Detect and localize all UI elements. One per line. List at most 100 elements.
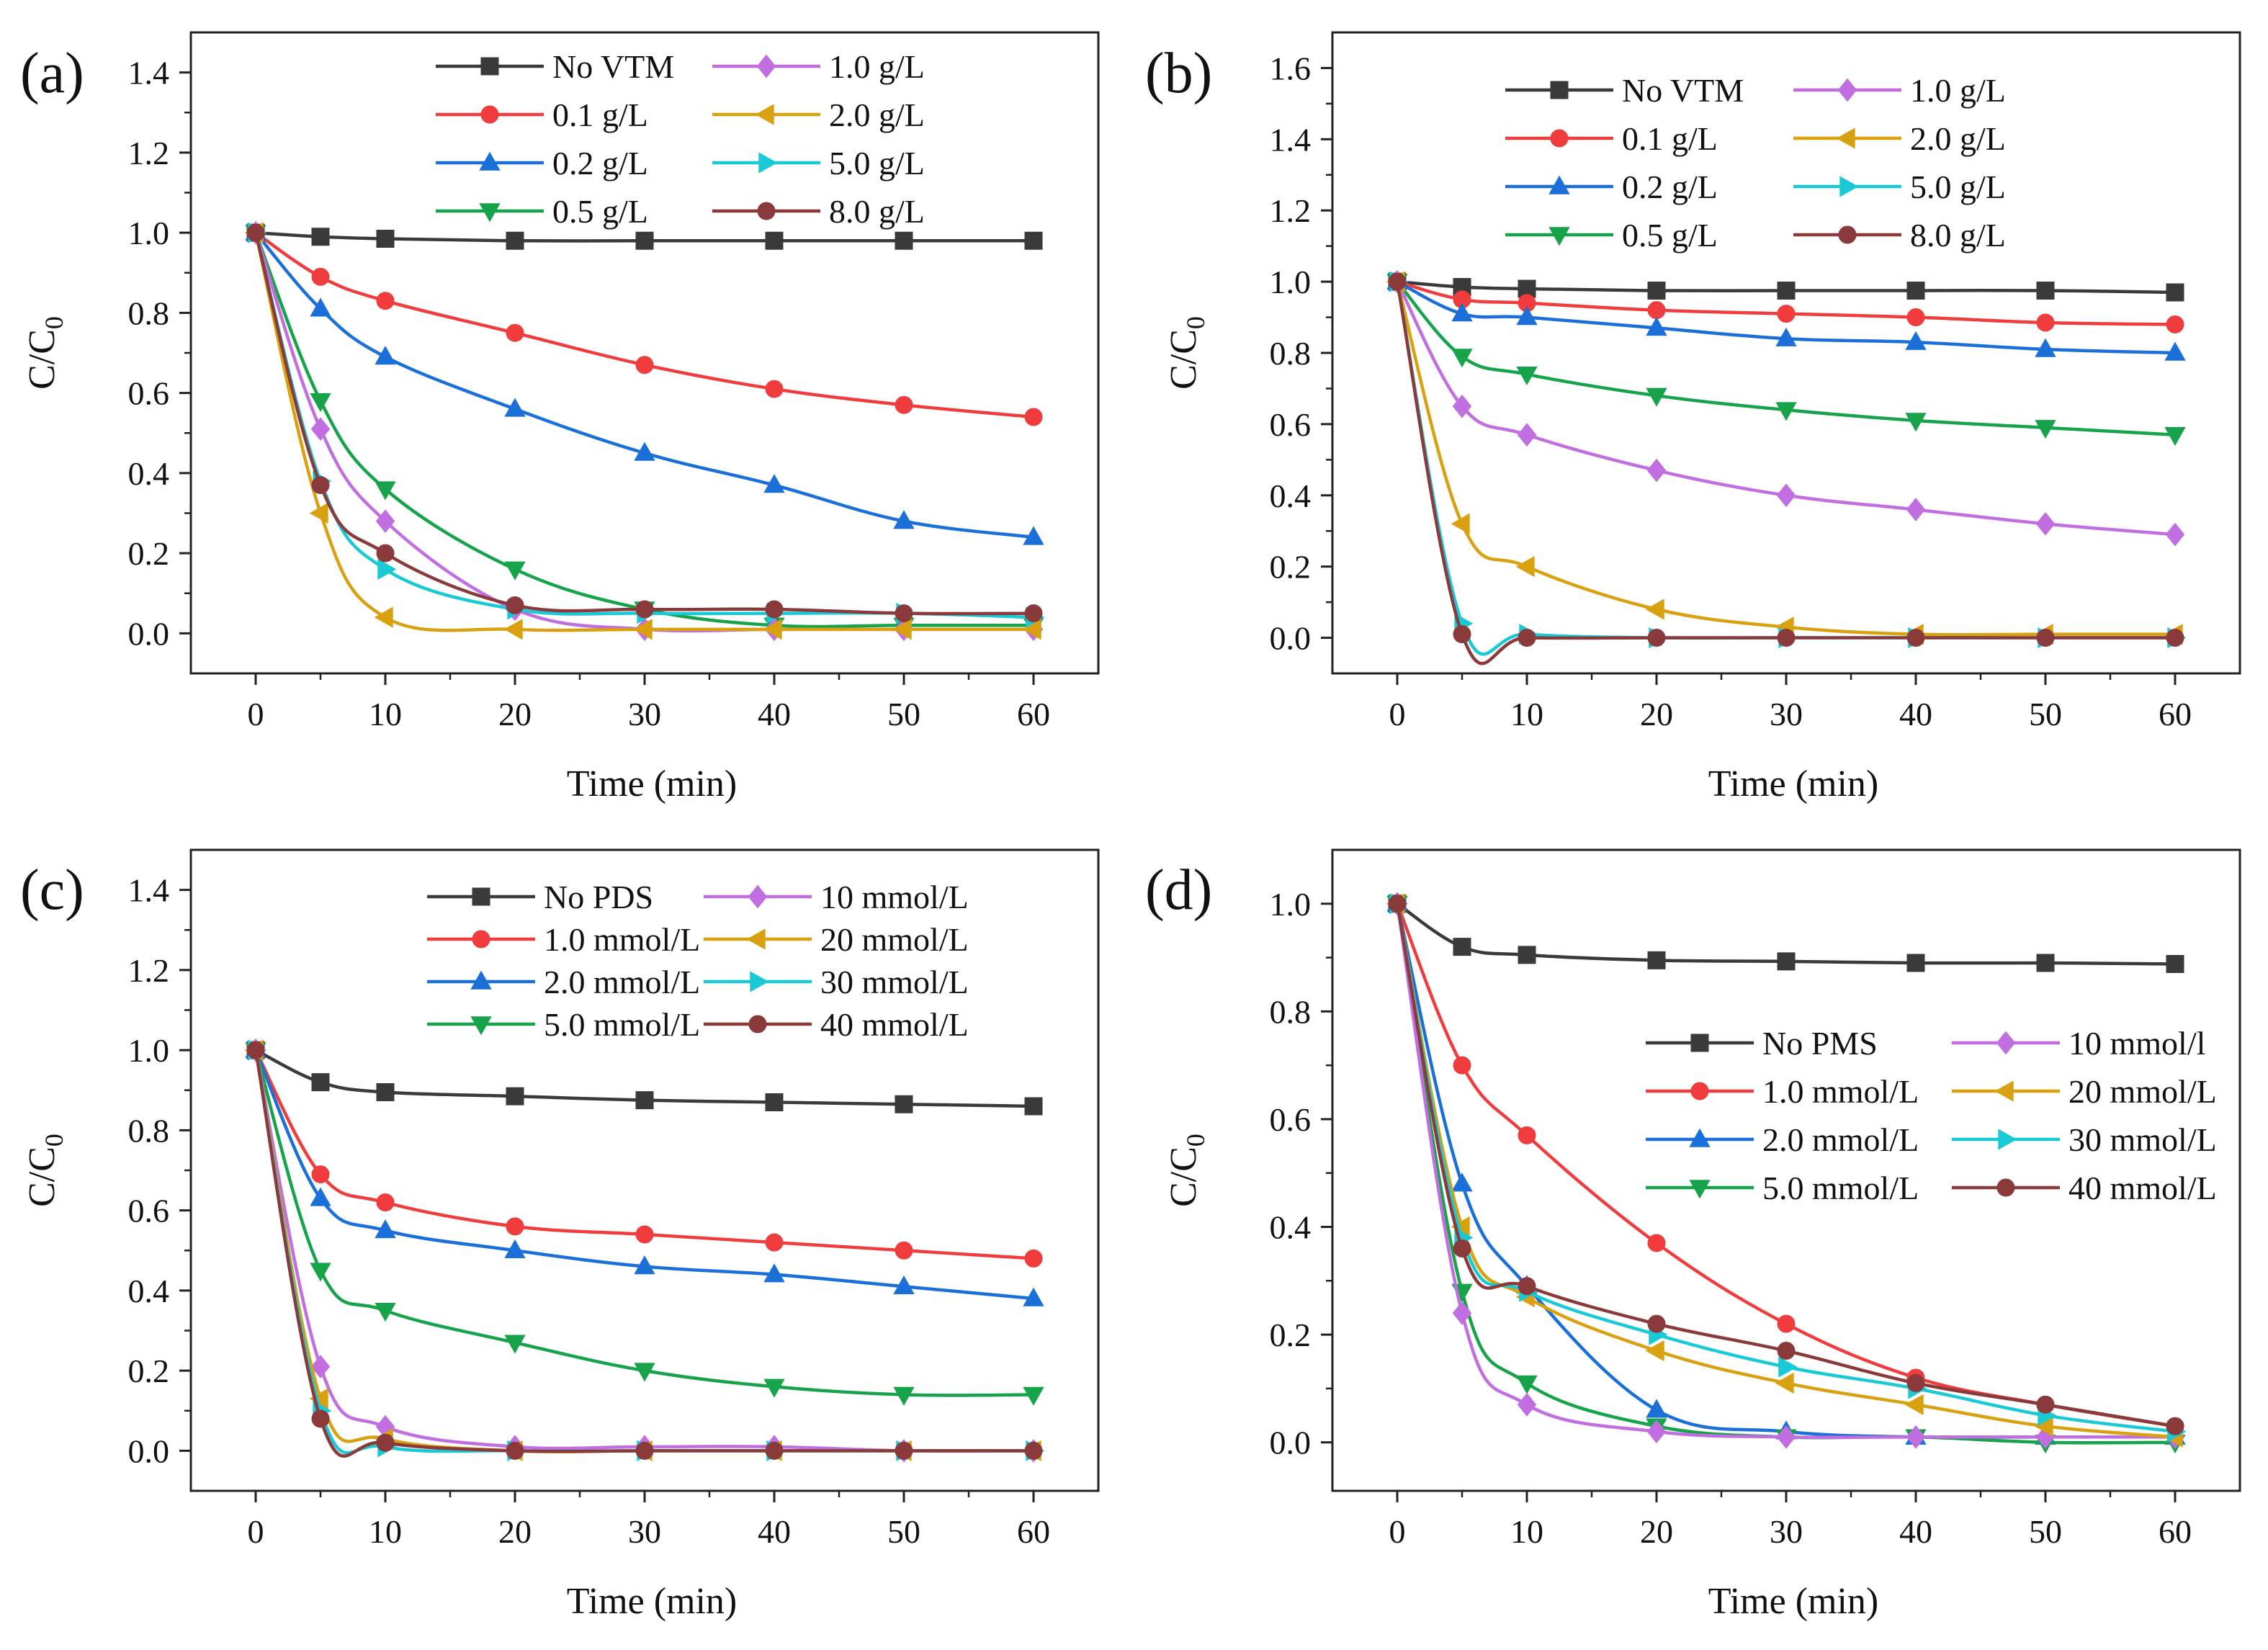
legend-marker [1838,225,1857,244]
legend-label: 10 mmol/l [2068,1025,2205,1062]
y-tick-label: 0.2 [128,1353,170,1389]
panel-label: (c) [20,858,84,922]
data-point [375,346,396,365]
data-point [1906,308,1925,327]
data-point [1518,279,1536,298]
series-1 [246,1041,1043,1116]
y-tick-label: 0.0 [1270,1425,1312,1461]
data-point [376,1083,395,1102]
data-point [1777,281,1796,300]
legend-entry: 2.0 mmol/L [1646,1121,1919,1158]
legend-label: 2.0 mmol/L [1762,1121,1919,1158]
y-tick-label: 1.4 [1270,121,1312,158]
data-point [1645,598,1664,620]
data-point [1024,1441,1043,1460]
data-point [1647,629,1666,647]
data-point [2036,1395,2055,1414]
legend-entry: 40 mmol/L [1952,1170,2217,1206]
data-point [1518,946,1536,964]
data-point [895,1241,913,1260]
y-axis-title-main: C/C [22,1147,63,1207]
x-tick-label: 60 [1017,696,1050,732]
series-5 [246,220,1044,642]
x-tick-label: 50 [887,1513,920,1550]
data-point [765,380,784,398]
data-point [635,1225,654,1244]
legend-marker [757,202,776,220]
legend-entry: No PDS [427,879,653,915]
data-point [895,604,913,623]
x-tick-label: 10 [369,1513,402,1550]
legend: No VTM 0.1 g/L 0.2 g/L 0.5 g/L 1.0 g/L 2.0 g/… [1505,72,2006,254]
y-tick-label: 0.2 [1270,1317,1312,1353]
legend-marker [470,970,492,990]
legend-marker [1689,1180,1711,1199]
x-tick-label: 0 [248,1513,264,1550]
data-point [1647,281,1666,300]
legend-marker [480,105,499,124]
data-point [1646,1420,1667,1444]
series-4 [245,1042,1044,1406]
y-axis-title-subscript: 0 [1181,316,1210,329]
legend-label: 1.0 g/L [829,48,925,85]
series-line [1395,279,2177,637]
data-point [506,1217,524,1236]
data-point [311,1073,330,1092]
data-point [1451,349,1473,368]
x-tick-label: 60 [2159,1513,2192,1550]
data-point [1775,327,1797,346]
data-point [1646,1399,1667,1418]
legend-entry: 30 mmol/L [1952,1121,2217,1158]
data-point [633,619,653,640]
data-point [1646,387,1667,407]
data-point [893,510,915,529]
x-tick-label: 50 [2029,1513,2062,1550]
legend-marker [756,54,776,79]
data-point [1775,402,1797,421]
y-tick-label: 1.4 [128,872,170,909]
x-tick-label: 30 [1770,696,1803,732]
y-axis-title: C/C0 [22,316,68,390]
data-point [1777,1342,1796,1360]
series-8 [1388,272,2184,665]
data-point [2036,313,2055,332]
data-point [506,1441,524,1460]
data-point [1452,394,1472,418]
data-point [311,1409,330,1428]
y-tick-label: 0.4 [1270,477,1312,514]
data-point [1451,513,1470,534]
data-point [635,600,654,619]
y-axis-title-subscript: 0 [40,316,68,329]
data-point [634,1255,655,1275]
data-point [2036,281,2055,300]
legend-label: 1.0 mmol/L [1762,1073,1919,1110]
data-point [2036,954,2055,972]
legend-entry: 1.0 mmol/L [1646,1073,1919,1110]
data-point [504,1335,526,1354]
data-point [1777,952,1796,971]
data-point [1518,629,1536,647]
series-4 [245,225,1044,637]
legend-label: 5.0 mmol/L [1762,1170,1919,1206]
series-8 [1388,895,2184,1435]
data-point [1388,272,1407,291]
y-tick-label: 0.8 [1270,993,1312,1030]
data-point [1777,305,1796,323]
panel-b: 0 10 20 30 40 50 60 0.0 0.2 0.4 0.6 0.8 1.0 1.2 1.4 1.6… [1145,31,2241,804]
legend-marker [748,1015,767,1034]
legend-marker [479,203,501,223]
legend-marker [470,1016,492,1036]
data-point [2164,427,2186,447]
series-line [254,230,1036,633]
data-point [1453,278,1471,297]
data-point [246,1041,265,1059]
data-point [1906,498,1926,521]
data-point [1517,1392,1537,1417]
legend-marker [1836,127,1855,149]
legend-entry: 2.0 mmol/L [427,964,700,1000]
data-point [1024,1097,1043,1116]
panel-c: 0 10 20 30 40 50 60 0.0 0.2 0.4 0.6 0.8 1.0 1.2 1.4 Tim… [20,848,1100,1622]
data-point [376,544,395,562]
legend-entry: 0.1 g/L [1505,120,1718,157]
data-point [1905,331,1927,350]
